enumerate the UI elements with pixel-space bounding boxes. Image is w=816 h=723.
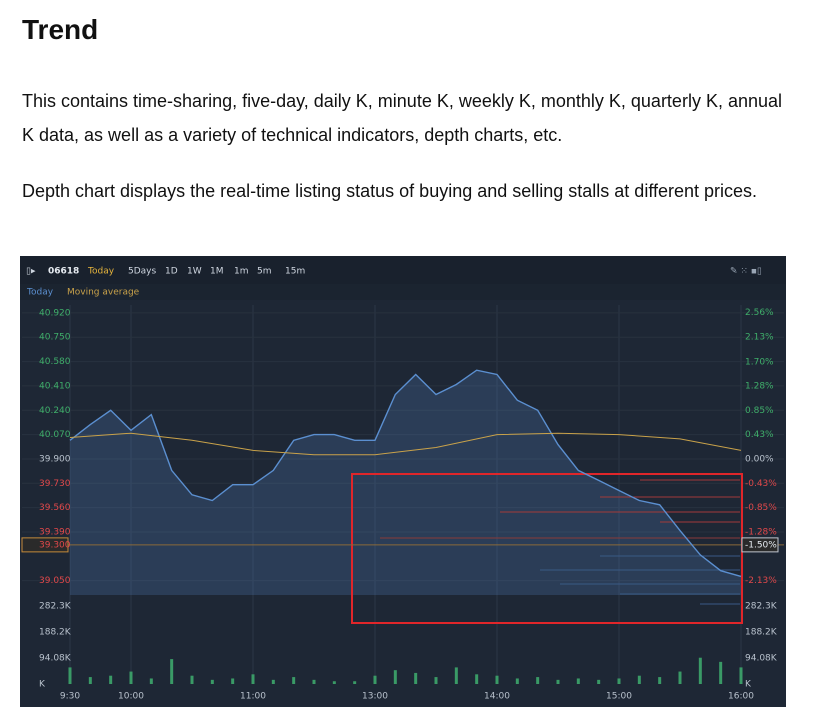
y2-tick-label: 2.56%: [745, 308, 774, 318]
y-tick-label: 40.920: [39, 308, 71, 318]
volume-bar: [515, 678, 519, 684]
y2-tick-label: 1.28%: [745, 381, 774, 391]
y2-tick-label: 0.00%: [745, 454, 774, 464]
volume-bar: [454, 667, 458, 684]
volume-bar: [698, 657, 702, 684]
x-tick-label: 11:00: [240, 692, 266, 702]
volume-bar: [292, 677, 296, 684]
stock-code: 06618: [48, 267, 79, 277]
toolbar-icons: ✎ ⁙ ▪▯: [730, 267, 762, 277]
y-tick-label: 39.560: [39, 503, 71, 513]
volume-bar: [190, 675, 194, 684]
volume-bar: [68, 667, 72, 684]
y-tick-label: 39.900: [39, 454, 71, 464]
y-tick-label: 40.580: [39, 357, 71, 367]
y-tick-label: 39.730: [39, 479, 71, 489]
y-tick-label: 40.240: [39, 406, 71, 416]
volume-bar: [210, 679, 214, 684]
y2-tick-label: 2.13%: [745, 333, 774, 343]
volume-bar: [576, 678, 580, 684]
y2-tick-label: 0.85%: [745, 406, 774, 416]
period-tab[interactable]: Today: [87, 267, 115, 277]
x-tick-label: 16:00: [728, 692, 754, 702]
legend-bar: [20, 284, 786, 300]
y-tick-label: 40.750: [39, 333, 71, 343]
y2-tick-label: 0.43%: [745, 430, 774, 440]
period-tab[interactable]: 1W: [187, 267, 202, 277]
volume-bar: [658, 677, 662, 684]
volume-bar: [475, 674, 479, 684]
x-tick-label: 15:00: [606, 692, 632, 702]
volume-tick-label: 94.08K: [39, 653, 72, 663]
y-tick-label: 40.070: [39, 430, 71, 440]
toolbar: [20, 256, 786, 284]
y2-tick-label: -2.13%: [745, 576, 777, 586]
volume-bar: [739, 667, 743, 684]
x-tick-label: 13:00: [362, 692, 388, 702]
volume-bar: [109, 675, 113, 684]
volume-bar: [434, 677, 438, 684]
paragraph: This contains time-sharing, five-day, da…: [22, 91, 782, 145]
volume-bar: [231, 678, 235, 684]
volume-tick-label: 188.2K: [745, 627, 778, 637]
x-tick-label: 14:00: [484, 692, 510, 702]
volume-bar: [414, 672, 418, 684]
period-tab[interactable]: 5Days: [128, 267, 156, 277]
price-area: [70, 370, 741, 595]
y2-tick-label: -0.43%: [745, 479, 777, 489]
period-tab[interactable]: 5m: [257, 267, 272, 277]
cursor-label: -1.50%: [745, 540, 777, 550]
volume-tick-label: 282.3K: [39, 601, 72, 611]
volume-bar: [495, 675, 499, 684]
chart-background: [20, 256, 786, 707]
cursor-box: [21, 537, 69, 553]
paragraph: Depth chart displays the real-time listi…: [22, 181, 758, 201]
cursor-label: 39.300: [39, 540, 71, 550]
volume-bar: [678, 671, 682, 684]
volume-tick-label: 188.2K: [39, 627, 72, 637]
volume-bar: [312, 679, 316, 684]
volume-bar: [129, 671, 133, 684]
x-tick-label: 10:00: [118, 692, 144, 702]
period-tab[interactable]: 1D: [165, 267, 178, 277]
volume-bar: [149, 678, 153, 684]
y-tick-label: 39.050: [39, 576, 71, 586]
volume-bar: [170, 659, 174, 684]
volume-bar: [556, 679, 560, 684]
volume-tick-label: K: [39, 680, 46, 690]
volume-bar: [251, 674, 255, 684]
heading: Trend: [22, 14, 99, 45]
legend-entry: Moving average: [67, 288, 140, 298]
volume-bar: [88, 677, 92, 684]
volume-bar: [393, 670, 397, 684]
volume-tick-label: K: [745, 680, 752, 690]
volume-tick-label: 282.3K: [745, 601, 778, 611]
period-tab[interactable]: 1m: [234, 267, 249, 277]
volume-bar: [271, 679, 275, 684]
volume-bar: [637, 675, 641, 684]
y2-tick-label: 1.70%: [745, 357, 774, 367]
volume-tick-label: 94.08K: [745, 653, 778, 663]
cursor-box: [741, 537, 779, 553]
legend-entry: Today: [26, 288, 54, 298]
volume-bar: [617, 678, 621, 684]
toolbar-icon: ▯▸: [26, 267, 36, 277]
average-line: [69, 432, 742, 456]
volume-bar: [719, 661, 723, 684]
volume-bar: [332, 681, 336, 684]
price-line: [69, 369, 742, 578]
y2-tick-label: -1.28%: [745, 528, 777, 538]
volume-bar: [597, 679, 601, 684]
volume-bar: [353, 681, 357, 684]
period-tab[interactable]: 1M: [210, 267, 224, 277]
x-tick-label: 9:30: [60, 692, 80, 702]
y2-tick-label: -0.85%: [745, 503, 777, 513]
period-tab[interactable]: 15m: [285, 267, 305, 277]
volume-bar: [536, 677, 540, 684]
volume-bar: [373, 675, 377, 684]
y-tick-label: 40.410: [39, 381, 71, 391]
y-tick-label: 39.390: [39, 527, 71, 537]
